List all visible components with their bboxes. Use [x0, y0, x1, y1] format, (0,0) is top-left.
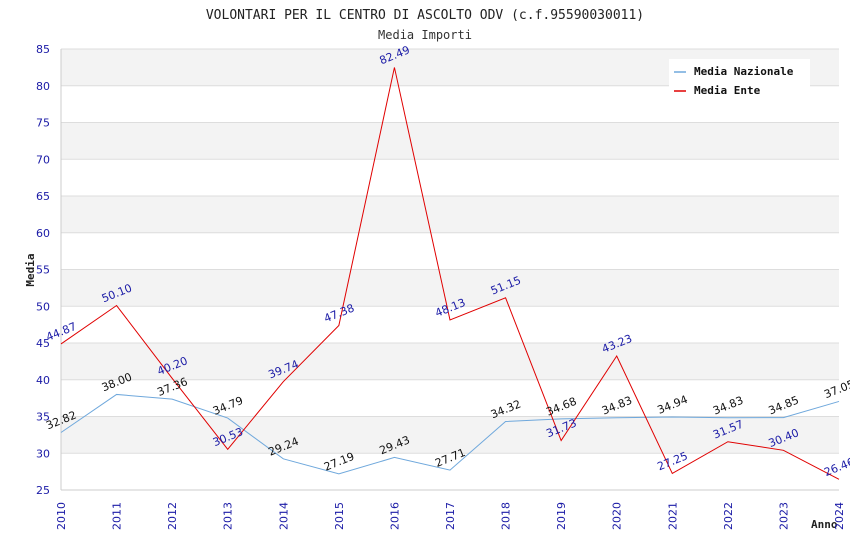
x-tick-label: 2015: [333, 502, 346, 530]
x-tick-label: 2020: [611, 502, 624, 530]
y-tick-label: 40: [36, 374, 50, 387]
series-lines: [60, 67, 840, 480]
y-tick-label: 65: [36, 190, 50, 203]
grid-band: [61, 343, 839, 380]
grid-band: [61, 232, 839, 270]
y-tick-label: 35: [36, 411, 50, 424]
x-tick-label: 2018: [500, 502, 513, 530]
y-tick-label: 80: [36, 80, 50, 93]
legend-box: [669, 59, 810, 103]
x-tick-label: 2011: [111, 502, 124, 530]
x-axis-label: Anno: [811, 518, 838, 531]
chart-title: VOLONTARI PER IL CENTRO DI ASCOLTO ODV (…: [206, 8, 644, 23]
y-tick-label: 50: [36, 300, 50, 313]
grid-band: [61, 196, 839, 233]
x-tick-label: 2022: [722, 502, 735, 530]
y-tick-label: 85: [36, 43, 50, 56]
legend-label-media-nazionale: Media Nazionale: [694, 65, 794, 78]
x-tick-label: 2012: [166, 502, 179, 530]
grid-band: [61, 159, 839, 196]
grid-band: [61, 122, 839, 160]
y-axis-label: Media: [24, 253, 37, 286]
y-tick-label: 75: [36, 117, 50, 130]
grid-band: [61, 453, 839, 490]
grid-band: [61, 306, 839, 343]
legend: Media Nazionale Media Ente: [669, 59, 810, 103]
x-tick-label: 2013: [222, 502, 235, 530]
grid-band: [61, 379, 839, 417]
x-tick-label: 2024: [833, 502, 846, 530]
y-tick-labels: 25 30 35 40 45 50 55 60 65 70 75 80 85: [36, 43, 50, 497]
y-tick-label: 55: [36, 264, 50, 277]
y-tick-label: 70: [36, 153, 50, 166]
series-line-media-nazionale: [60, 393, 840, 475]
y-tick-label: 60: [36, 227, 50, 240]
x-tick-label: 2021: [666, 502, 679, 530]
legend-label-media-ente: Media Ente: [694, 84, 761, 97]
chart-subtitle: Media Importi: [378, 28, 472, 42]
y-tick-label: 25: [36, 484, 50, 497]
x-tick-label: 2017: [444, 502, 457, 530]
series-line-media-ente: [60, 67, 840, 480]
grid-band: [61, 416, 839, 454]
y-tick-label: 45: [36, 337, 50, 350]
grid-band: [61, 269, 839, 307]
x-tick-label: 2019: [555, 502, 568, 530]
x-tick-labels: 2010 2011 2012 2013 2014 2015 2016 2017 2018 2019…: [55, 502, 846, 530]
y-tick-label: 30: [36, 447, 50, 460]
x-tick-label: 2023: [777, 502, 790, 530]
gridlines: [60, 48, 839, 491]
x-tick-label: 2014: [277, 502, 290, 530]
x-tick-label: 2010: [55, 502, 68, 530]
x-tick-label: 2016: [388, 502, 401, 530]
